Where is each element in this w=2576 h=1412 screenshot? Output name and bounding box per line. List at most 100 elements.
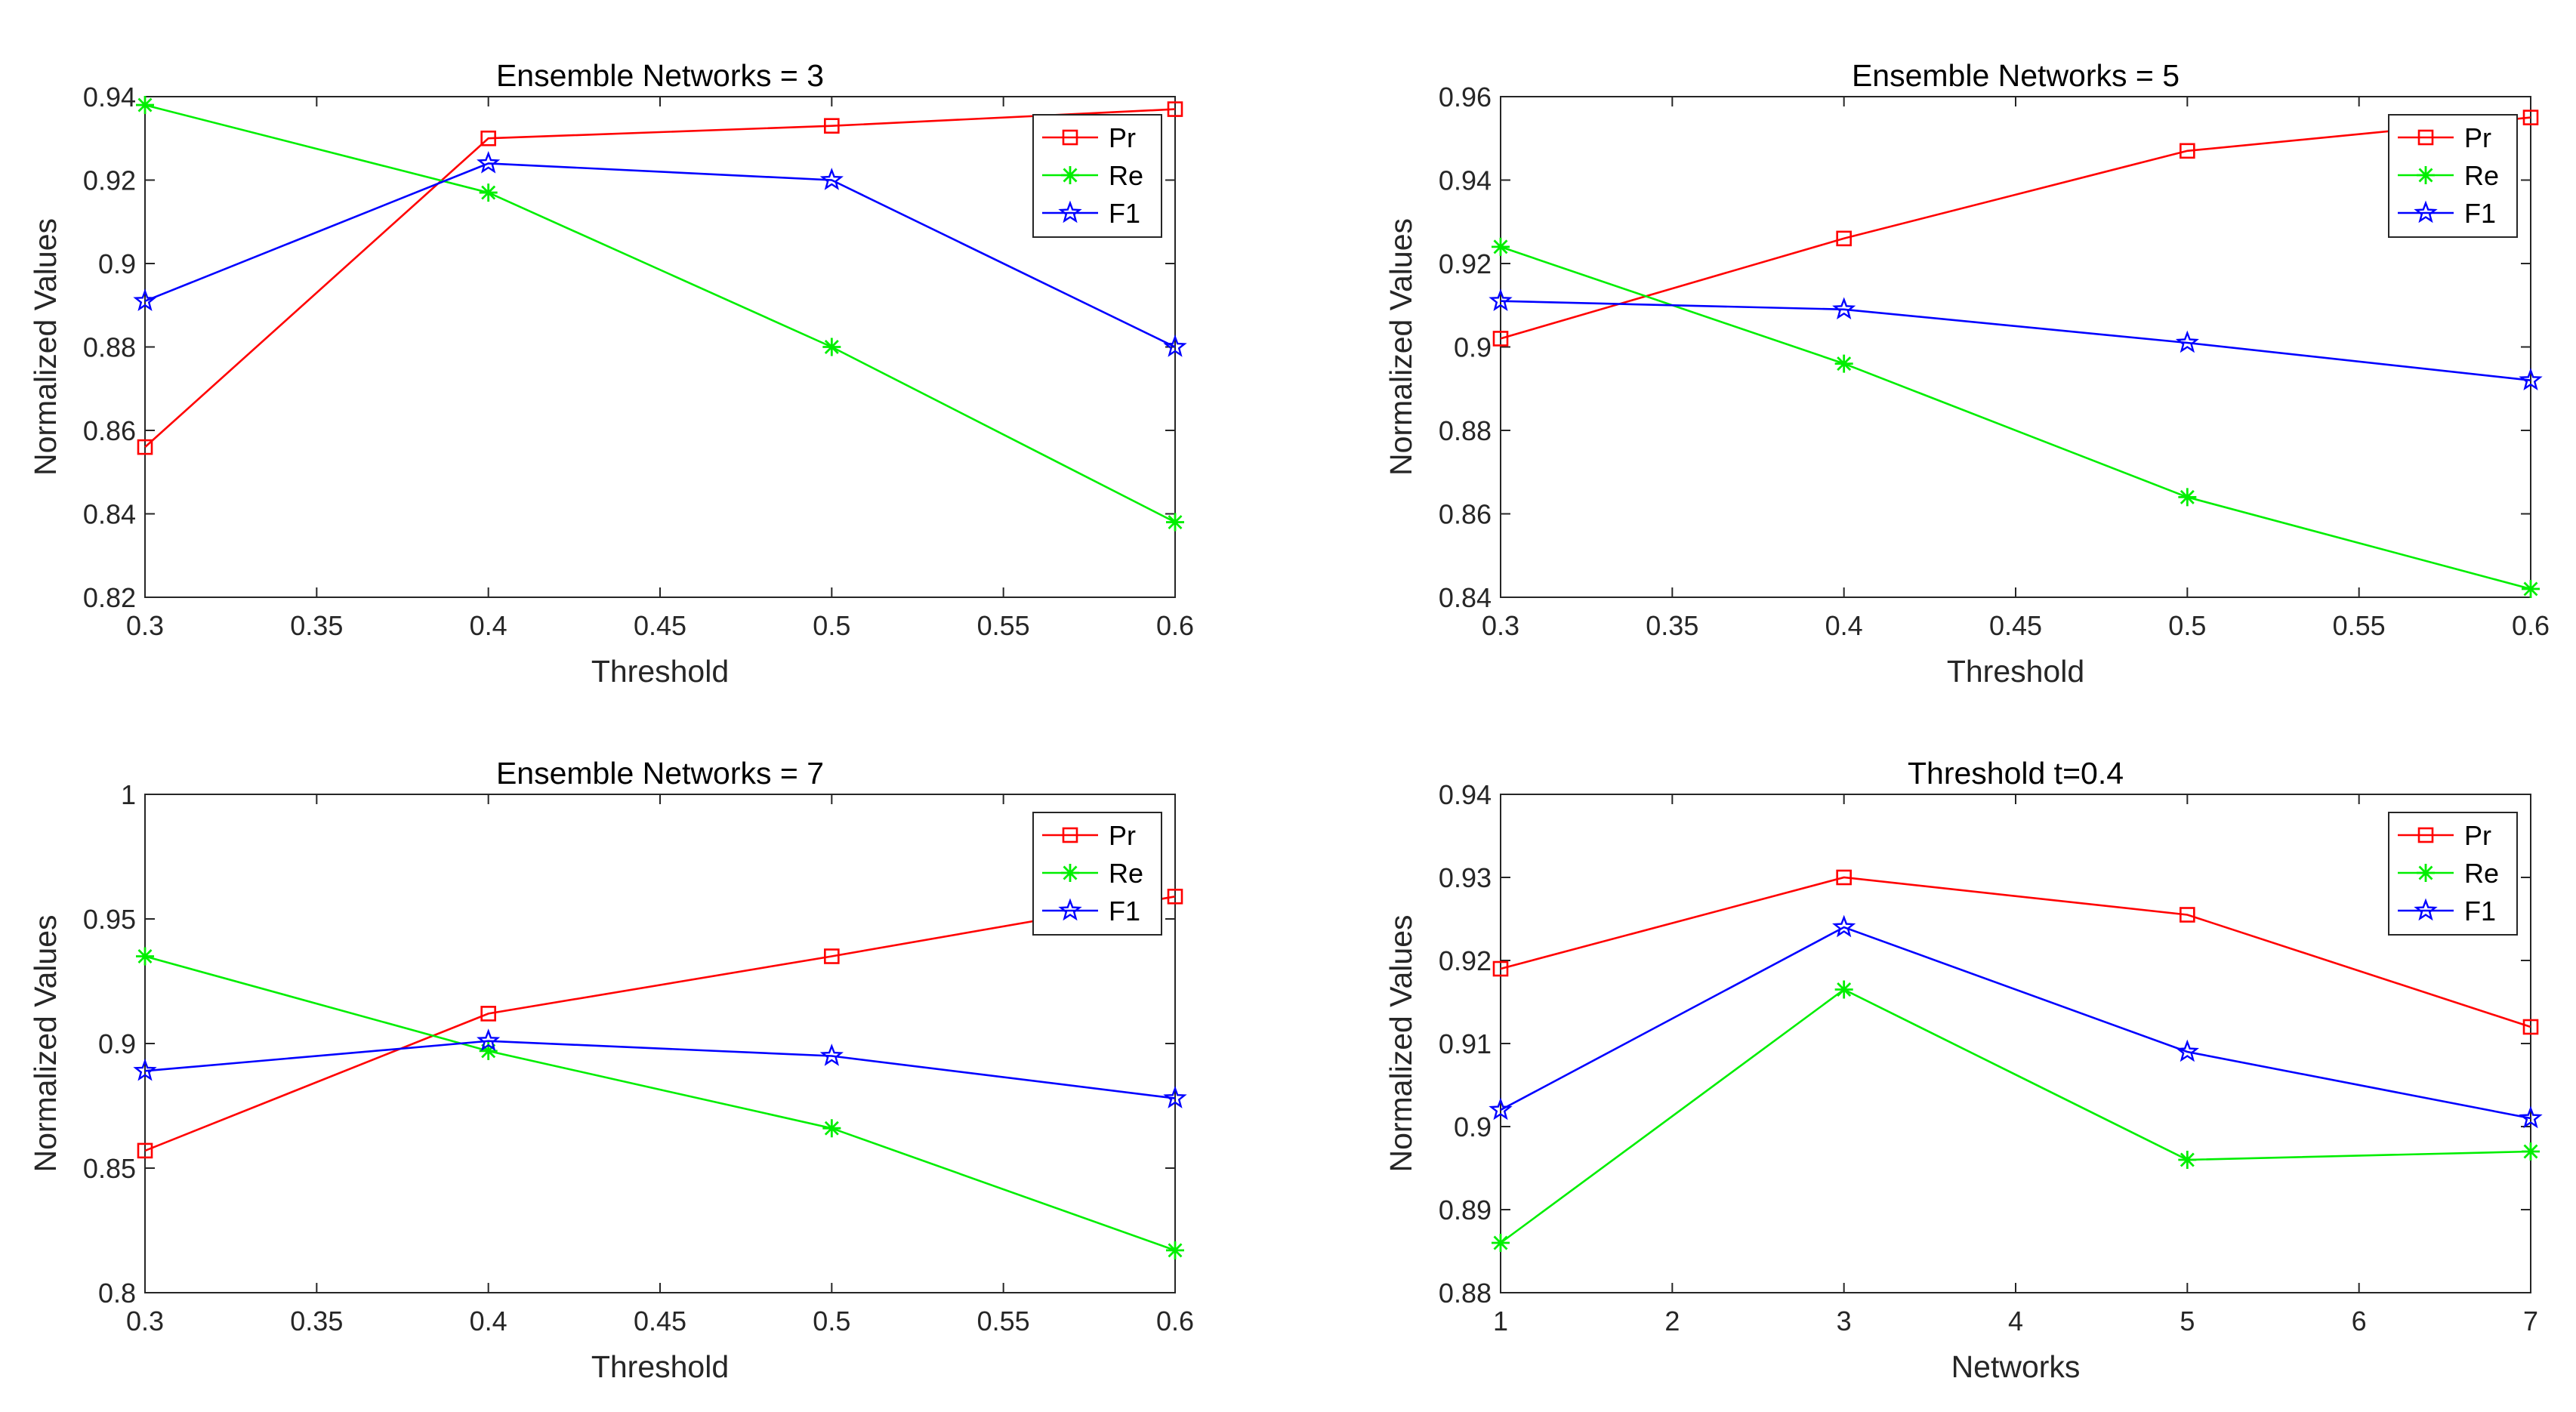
data-point-square — [1836, 869, 1852, 886]
data-point-square — [2180, 907, 2195, 923]
series-line-Re — [1500, 988, 2531, 1244]
y-axis-label: Normalized Values — [28, 218, 63, 476]
data-point-asterisk — [136, 96, 154, 115]
x-tick-label: 2 — [1664, 1306, 1680, 1336]
data-point-star — [1489, 1097, 1513, 1121]
data-point-square — [2180, 143, 2195, 159]
chart-panel-3: 0.3 0.35 0.4 0.45 0.5 0.55 0.6 0.8 0.85 0.9 0.95 1 E… — [28, 756, 1194, 1384]
y-tick-label: 0.92 — [1439, 945, 1492, 976]
series-Pr — [1492, 869, 2539, 1035]
data-point-asterisk — [822, 1119, 841, 1138]
series-line-Pr — [144, 108, 1176, 449]
x-tick-label: 6 — [2352, 1306, 2367, 1336]
series-line-Pr — [1500, 116, 2531, 340]
series-Pr — [137, 889, 1183, 1159]
series-line-Re — [144, 103, 1176, 523]
data-point-star — [1058, 898, 1082, 921]
data-point-square — [824, 948, 840, 964]
x-tick-label: 0.3 — [126, 610, 164, 641]
x-tick-label: 0.35 — [1646, 610, 1698, 641]
series-line-Pr — [1500, 876, 2531, 1028]
y-tick-label: 0.9 — [1454, 332, 1492, 363]
x-tick-label: 0.35 — [290, 1306, 343, 1336]
chart-panel-4: 1 2 3 4 5 6 7 0.88 0.89 0.9 0.91 0.92 0.93 0.94 Thresh… — [1384, 756, 2543, 1384]
data-point-square — [1167, 101, 1183, 117]
x-tick-label: 0.4 — [470, 1306, 507, 1336]
legend-label-F1: F1 — [2464, 896, 2496, 926]
x-axis-label: Threshold — [591, 1349, 729, 1384]
data-point-star — [133, 288, 157, 311]
x-tick-label: 0.3 — [1482, 610, 1519, 641]
plot-area — [1500, 794, 2531, 1293]
y-tick-label: 0.91 — [1439, 1028, 1492, 1059]
legend-label-F1: F1 — [2464, 198, 2496, 229]
series-line-F1 — [144, 162, 1176, 348]
y-tick-label: 0.82 — [83, 582, 136, 613]
x-tick-label: 0.6 — [1156, 1306, 1194, 1336]
data-point-square — [1836, 230, 1852, 247]
series-Re — [1492, 980, 2540, 1252]
x-tick-label: 0.4 — [1825, 610, 1863, 641]
y-tick-label: 0.86 — [83, 415, 136, 446]
legend-label-Pr: Pr — [1109, 122, 1136, 153]
x-tick-label: 0.6 — [2512, 610, 2550, 641]
plot-area — [1500, 96, 2531, 598]
data-point-asterisk — [2178, 1151, 2197, 1169]
y-tick-label: 0.96 — [1439, 82, 1492, 113]
data-point-asterisk — [1166, 513, 1184, 532]
data-point-asterisk — [2417, 166, 2435, 184]
data-point-asterisk — [1834, 980, 1853, 999]
data-point-star — [477, 151, 501, 174]
x-axis-label: Threshold — [1947, 654, 2084, 689]
data-point-square — [1492, 960, 1509, 977]
data-point-star — [2519, 1105, 2543, 1129]
legend: Pr Re F1 — [1032, 114, 1162, 238]
data-point-square — [824, 118, 840, 134]
y-tick-label: 0.95 — [83, 904, 136, 935]
data-point-star — [1489, 288, 1513, 311]
y-tick-label: 0.9 — [98, 1028, 136, 1059]
legend-label-Re: Re — [2464, 160, 2499, 191]
series-Re — [136, 96, 1184, 532]
data-point-star — [1058, 200, 1082, 224]
data-point-star — [1163, 335, 1187, 357]
legend-label-Re: Re — [1109, 858, 1143, 889]
data-point-star — [477, 1028, 501, 1051]
x-tick-label: 0.35 — [290, 610, 343, 641]
data-point-asterisk — [1061, 864, 1079, 882]
x-tick-label: 0.55 — [2333, 610, 2386, 641]
x-axis-label: Networks — [1951, 1349, 2081, 1384]
data-point-asterisk — [2522, 1142, 2540, 1161]
data-point-asterisk — [479, 183, 498, 202]
data-point-asterisk — [1492, 1234, 1510, 1252]
y-tick-label: 0.85 — [83, 1153, 136, 1184]
legend: Pr Re F1 — [2388, 812, 2518, 936]
data-point-square — [2522, 109, 2539, 125]
data-point-asterisk — [2417, 864, 2435, 882]
y-tick-label: 0.93 — [1439, 862, 1492, 893]
chart-title: Ensemble Networks = 3 — [496, 58, 824, 93]
data-point-asterisk — [479, 1041, 498, 1060]
y-axis-label: Normalized Values — [1384, 914, 1418, 1172]
legend-label-Pr: Pr — [1109, 820, 1136, 851]
x-tick-label: 0.55 — [977, 1306, 1030, 1336]
y-tick-label: 1 — [121, 779, 136, 810]
x-tick-label: 4 — [2008, 1306, 2023, 1336]
data-point-asterisk — [1166, 1241, 1184, 1259]
x-tick-label: 0.45 — [634, 610, 686, 641]
y-axis-label: Normalized Values — [28, 914, 63, 1172]
data-point-square — [1167, 889, 1183, 905]
legend-label-Re: Re — [1109, 160, 1143, 191]
series-F1 — [133, 151, 1187, 357]
x-tick-label: 0.55 — [977, 610, 1030, 641]
data-point-square — [480, 1006, 496, 1022]
y-tick-label: 0.94 — [1439, 165, 1492, 196]
y-tick-label: 0.88 — [1439, 415, 1492, 446]
data-point-square — [2417, 827, 2434, 843]
series-line-F1 — [1500, 300, 2531, 381]
y-tick-label: 0.88 — [1439, 1278, 1492, 1309]
chart-title: Threshold t=0.4 — [1908, 756, 2124, 791]
data-point-square — [137, 1142, 153, 1159]
y-tick-label: 0.94 — [83, 82, 136, 113]
